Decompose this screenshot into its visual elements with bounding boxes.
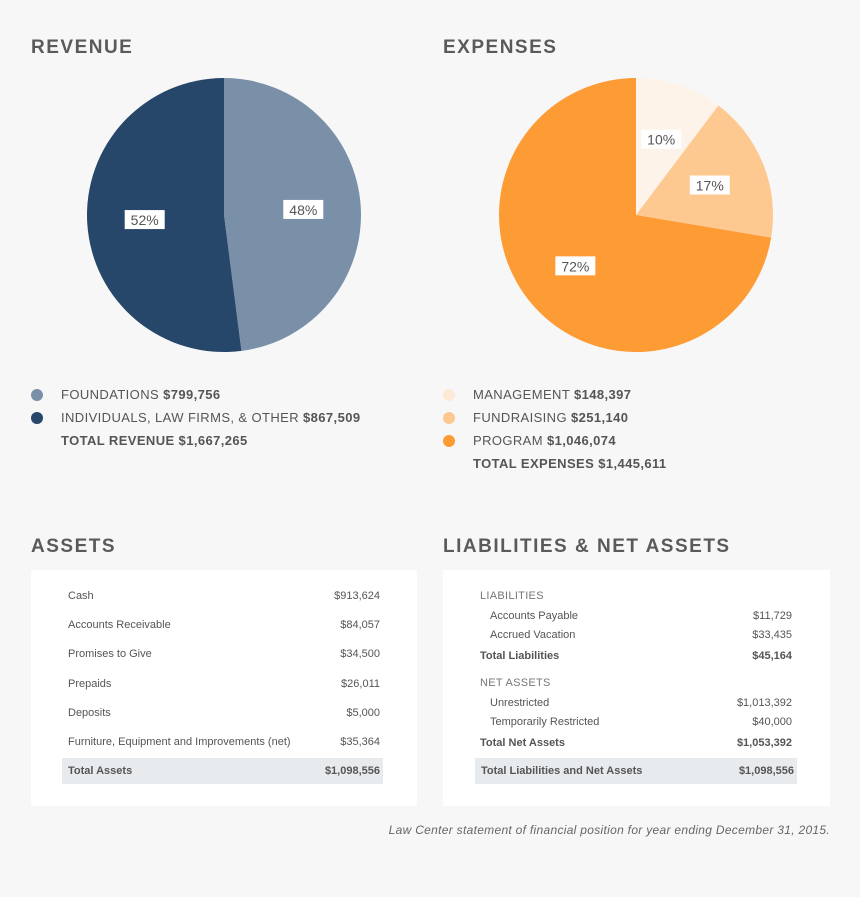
row-value: $34,500	[340, 648, 380, 660]
table-row: Accounts Payable $11,729	[490, 610, 792, 622]
legend-dot-icon	[443, 412, 455, 424]
row-value: $11,729	[753, 610, 792, 622]
total-row: Total Liabilities and Net Assets $1,098,…	[475, 758, 797, 784]
row-label: Promises to Give	[68, 648, 152, 660]
slice-label-box	[641, 129, 682, 149]
legend-amount: $1,046,074	[547, 433, 617, 448]
expenses-total: TOTAL EXPENSES $1,445,611	[473, 456, 667, 471]
slice-label: 17%	[689, 175, 730, 195]
table-row: Furniture, Equipment and Improvements (n…	[68, 736, 380, 748]
row-label: Accounts Payable	[490, 610, 579, 622]
row-value: $40,000	[752, 716, 792, 728]
table-row: Accrued Vacation $33,435	[490, 629, 792, 641]
slice-label: 48%	[283, 199, 324, 219]
row-value: $26,011	[341, 678, 380, 690]
row-value: $5,000	[346, 707, 380, 719]
row-label: Furniture, Equipment and Improvements (n…	[68, 736, 291, 748]
slice-label-text: 48%	[289, 202, 317, 218]
legend-dot-icon	[31, 389, 43, 401]
table-row: Promises to Give $34,500	[68, 648, 380, 660]
revenue-total: TOTAL REVENUE $1,667,265	[61, 433, 248, 448]
legend-item-management: MANAGEMENT $148,397	[443, 387, 667, 410]
table-row: Cash $913,624	[68, 590, 380, 602]
slice-label-box	[689, 175, 730, 195]
legend-item-foundations: FOUNDATIONS $799,756	[31, 387, 360, 410]
row-label: Unrestricted	[490, 697, 550, 709]
total-row: Total Assets $1,098,556	[62, 758, 383, 784]
row-value: $35,364	[340, 736, 380, 748]
table-row: Temporarily Restricted $40,000	[490, 716, 792, 728]
legend-label: PROGRAM	[473, 433, 543, 448]
liabilities-title: LIABILITIES & NET ASSETS	[443, 536, 731, 557]
slice-label-box	[283, 199, 324, 219]
total-value: $1,098,556	[738, 765, 794, 777]
row-label: Deposits	[68, 707, 111, 719]
legend-dot-icon	[443, 435, 455, 447]
table-row: Total Liabilities $45,164	[480, 650, 792, 662]
table-row: Unrestricted $1,013,392	[490, 697, 792, 709]
slice-label-text: 52%	[131, 212, 159, 228]
table-row: Prepaids $26,011	[68, 678, 380, 690]
legend-amount: $867,509	[303, 410, 361, 425]
row-label: Total Liabilities	[480, 650, 560, 662]
legend-amount: $799,756	[163, 387, 221, 402]
row-value: $1,053,392	[736, 737, 792, 749]
legend-label: MANAGEMENT	[473, 387, 570, 402]
legend-label: FUNDRAISING	[473, 410, 567, 425]
slice-label-text: 72%	[561, 258, 589, 274]
slice-label-box	[124, 210, 165, 230]
legend-label: FOUNDATIONS	[61, 387, 160, 402]
liabilities-heading: LIABILITIES	[480, 590, 544, 602]
legend-label: INDIVIDUALS, LAW FIRMS, & OTHER	[61, 410, 300, 425]
assets-panel: Cash $913,624 Accounts Receivable $84,05…	[31, 570, 417, 806]
total-label: Total Liabilities and Net Assets	[481, 765, 643, 777]
table-row: Accounts Receivable $84,057	[68, 619, 380, 631]
expenses-legend: MANAGEMENT $148,397 FUNDRAISING $251,140…	[443, 387, 667, 479]
row-label: Accounts Receivable	[68, 619, 171, 631]
slice-label-box	[555, 256, 596, 276]
slice-label-text: 10%	[647, 132, 675, 148]
caption: Law Center statement of financial positi…	[388, 823, 830, 837]
total-label: Total Assets	[68, 765, 133, 777]
revenue-pie-chart: 48% 52%	[87, 78, 362, 352]
slice-label: 72%	[555, 256, 596, 276]
row-value: $84,057	[340, 619, 380, 631]
table-row: Deposits $5,000	[68, 707, 380, 719]
row-value: $33,435	[752, 629, 792, 641]
row-label: Cash	[68, 590, 94, 602]
expenses-pie-chart: 10% 17% 72%	[499, 78, 773, 352]
row-label: Temporarily Restricted	[490, 716, 600, 728]
slice-label-text: 17%	[696, 178, 724, 194]
legend-item-fundraising: FUNDRAISING $251,140	[443, 410, 667, 433]
legend-item-program: PROGRAM $1,046,074	[443, 433, 667, 456]
slice-label: 10%	[641, 129, 682, 149]
pie-slice	[636, 105, 773, 238]
expenses-title: EXPENSES	[443, 37, 558, 58]
table-row: Total Net Assets $1,053,392	[480, 737, 792, 749]
pie-slice	[499, 78, 772, 352]
legend-amount: $251,140	[570, 410, 629, 425]
row-value: $1,013,392	[736, 697, 792, 709]
legend-amount: $148,397	[573, 387, 632, 402]
legend-dot-icon	[31, 412, 43, 424]
row-label: Prepaids	[68, 678, 112, 690]
revenue-title: REVENUE	[31, 37, 134, 58]
legend-item-individuals: INDIVIDUALS, LAW FIRMS, & OTHER $867,509	[31, 410, 360, 433]
row-label: Total Net Assets	[480, 737, 565, 749]
revenue-legend: FOUNDATIONS $799,756 INDIVIDUALS, LAW FI…	[31, 387, 360, 456]
legend-dot-icon	[443, 389, 455, 401]
row-value: $45,164	[752, 650, 792, 662]
total-value: $1,098,556	[324, 765, 380, 777]
slice-label: 52%	[124, 210, 165, 230]
row-value: $913,624	[334, 590, 380, 602]
assets-title: ASSETS	[31, 536, 117, 557]
net-assets-heading: NET ASSETS	[480, 677, 551, 689]
liabilities-panel: LIABILITIES Accounts Payable $11,729 Acc…	[443, 570, 830, 806]
row-label: Accrued Vacation	[490, 629, 576, 641]
